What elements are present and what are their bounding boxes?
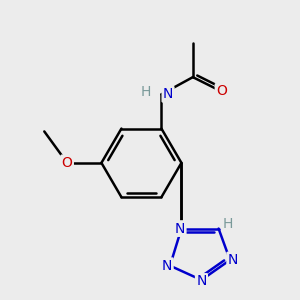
- Text: N: N: [175, 222, 185, 236]
- Text: N: N: [163, 87, 173, 101]
- Text: H: H: [223, 217, 233, 231]
- Text: N: N: [196, 274, 207, 288]
- Text: N: N: [162, 259, 172, 273]
- Text: N: N: [228, 253, 238, 267]
- Text: H: H: [141, 85, 152, 99]
- Text: O: O: [62, 156, 73, 170]
- Text: O: O: [216, 84, 227, 98]
